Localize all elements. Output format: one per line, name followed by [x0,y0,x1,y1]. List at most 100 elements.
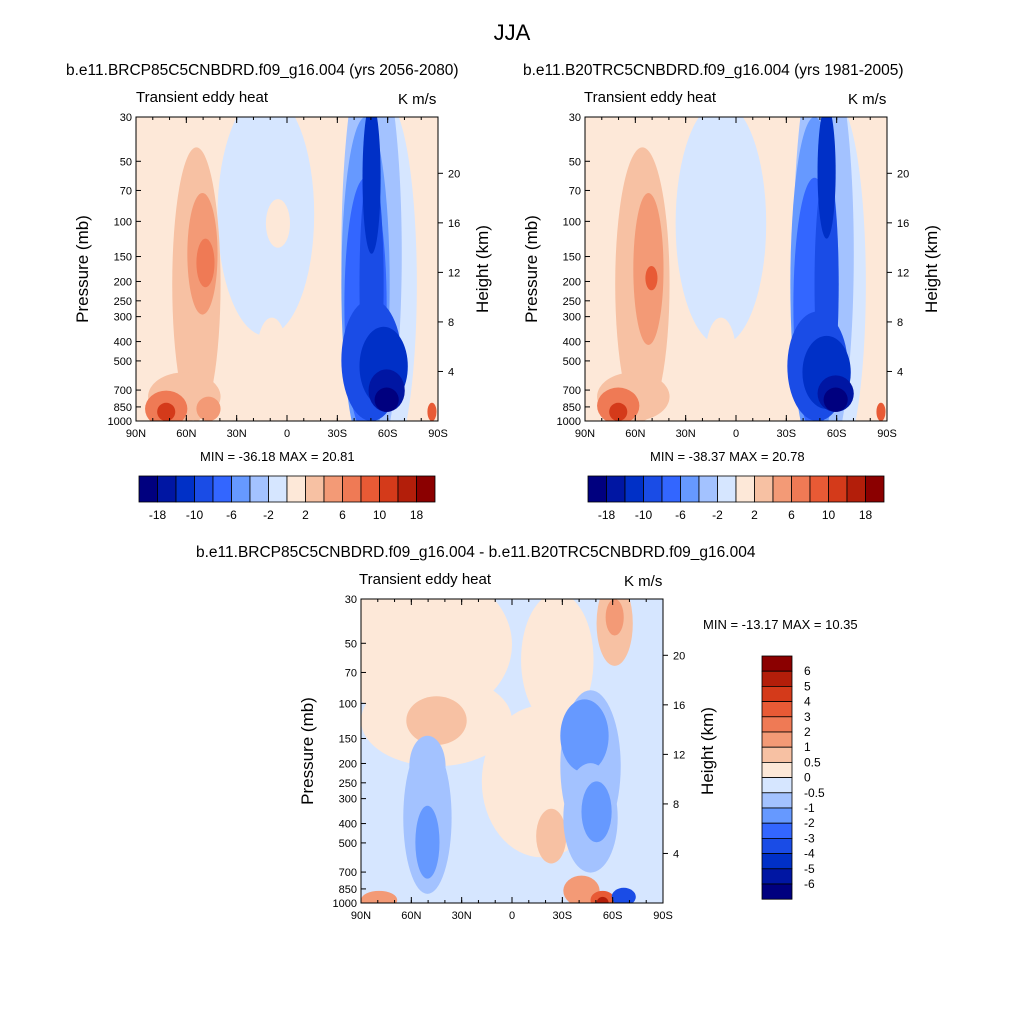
colorbar-panel-1-box [138,475,158,503]
pressure-tick-label: 30 [345,594,357,606]
pressure-tick-label: 50 [345,638,357,650]
colorbar-panel-1-box [360,475,380,503]
lat-tick-label: 0 [284,428,290,440]
lat-tick-label: 60N [176,428,196,440]
lat-tick-label: 0 [733,428,739,440]
colorbar-difference-box [761,746,793,763]
height-tick-label: 16 [448,218,460,230]
pressure-tick-label: 700 [339,867,357,879]
lat-tick-label: 30S [553,910,573,922]
pressure-tick-label: 100 [339,698,357,710]
pressure-tick-label: 400 [339,819,357,831]
colorbar-panel-1-box [305,475,325,503]
colorbar-difference-box [761,838,793,855]
colorbar-panel-1-box [157,475,177,503]
panel-3-minmax: MIN = -13.17 MAX = 10.35 [703,617,858,632]
colorbar-panel-2-box [754,475,774,503]
pressure-axis-label: Pressure (mb) [522,215,541,323]
colorbar-panel-2-label: 6 [788,508,795,522]
panel-3-contour-4 [521,599,594,727]
pressure-tick-label: 1000 [557,416,581,428]
pressure-tick-label: 1000 [108,416,132,428]
pressure-tick-label: 850 [114,402,132,414]
colorbar-panel-1-label: 18 [410,508,424,522]
pressure-tick-label: 100 [114,216,132,228]
colorbar-difference-box [761,655,793,672]
colorbar-panel-1-box [231,475,251,503]
panel-3-contour-8 [536,808,567,864]
colorbar-panel-1-box [323,475,343,503]
colorbar-difference-label: 5 [804,679,811,693]
colorbar-panel-1-box [212,475,232,503]
panel-2-contour-7 [645,265,658,291]
panel-1-field [136,117,438,421]
colorbar-panel-2-box [828,475,848,503]
colorbar-panel-2-box [698,475,718,503]
height-tick-label: 12 [448,267,460,279]
panel-1-units: K m/s [398,91,437,108]
lat-tick-label: 90N [351,910,371,922]
lat-tick-label: 60N [625,428,645,440]
colorbar-panel-2-box [643,475,663,503]
colorbar-panel-1-box [416,475,436,503]
colorbar-panel-2-box [809,475,829,503]
pressure-tick-label: 250 [114,296,132,308]
height-tick-label: 12 [673,749,685,761]
panel-3-contour-16 [563,875,600,903]
colorbar-panel-1-label: 6 [339,508,346,522]
panel-2-plot: 3050701001502002503004005007008501000481… [522,112,941,440]
pressure-tick-label: 150 [563,252,581,264]
panel-1-title: b.e11.BRCP85C5CNBDRD.f09_g16.004 (yrs 20… [66,62,459,79]
panel-1-contour-22 [427,402,437,421]
panel-1-variable-label: Transient eddy heat [136,89,269,106]
panel-1-contour-7 [196,238,215,288]
panel-1-contour-4 [265,199,291,248]
panel-3-plot: 3050701001502002503004005007008501000481… [298,594,717,922]
panel-3-contour-15 [409,735,446,797]
pressure-tick-label: 250 [563,296,581,308]
height-tick-label: 12 [897,267,909,279]
panel-1-contour-3 [256,317,287,391]
pressure-tick-label: 50 [569,156,581,168]
colorbar-panel-1-box [268,475,288,503]
colorbar-panel-1-box [379,475,399,503]
colorbar-difference-label: -5 [804,862,815,876]
pressure-tick-label: 500 [114,356,132,368]
panel-2-contour-20 [823,387,848,412]
lat-tick-label: 60S [603,910,623,922]
lat-tick-label: 60S [378,428,398,440]
colorbar-panel-1-label: -18 [149,508,167,522]
colorbar-difference-label: 3 [804,710,811,724]
colorbar-difference-box [761,792,793,809]
pressure-axis-label: Pressure (mb) [73,215,92,323]
panel-3-contour-10 [560,699,609,773]
colorbar-panel-2-box [791,475,811,503]
colorbar-difference-box [761,686,793,703]
height-tick-label: 20 [897,168,909,180]
panel-3-contour-20 [361,890,398,903]
height-tick-label: 8 [897,317,903,329]
panel-2-contour-21 [876,402,886,421]
pressure-axis-label: Pressure (mb) [298,697,317,805]
colorbar-difference-label: 6 [804,664,811,678]
pressure-tick-label: 850 [563,402,581,414]
colorbar-panel-1-box [397,475,417,503]
panel-3-contour-14 [415,805,440,879]
panel-3-units: K m/s [624,573,663,590]
panel-3-contour-7 [605,599,624,636]
colorbar-panel-2-box [865,475,885,503]
lat-tick-label: 90S [653,910,673,922]
colorbar-panel-2-box [735,475,755,503]
colorbar-difference-box [761,701,793,718]
colorbar-difference-box [761,822,793,839]
colorbar-difference-label: 0.5 [804,755,821,769]
colorbar-difference-label: -1 [804,801,815,815]
colorbar-difference-label: -3 [804,831,815,845]
lat-tick-label: 90S [428,428,448,440]
height-axis-label: Height (km) [922,225,941,313]
colorbar-panel-1-label: -2 [263,508,274,522]
colorbar-panel-2-box [624,475,644,503]
lat-tick-label: 90S [877,428,897,440]
colorbar-panel-2: -18 -10 -6 -2 2 6 10 18 [587,475,885,522]
